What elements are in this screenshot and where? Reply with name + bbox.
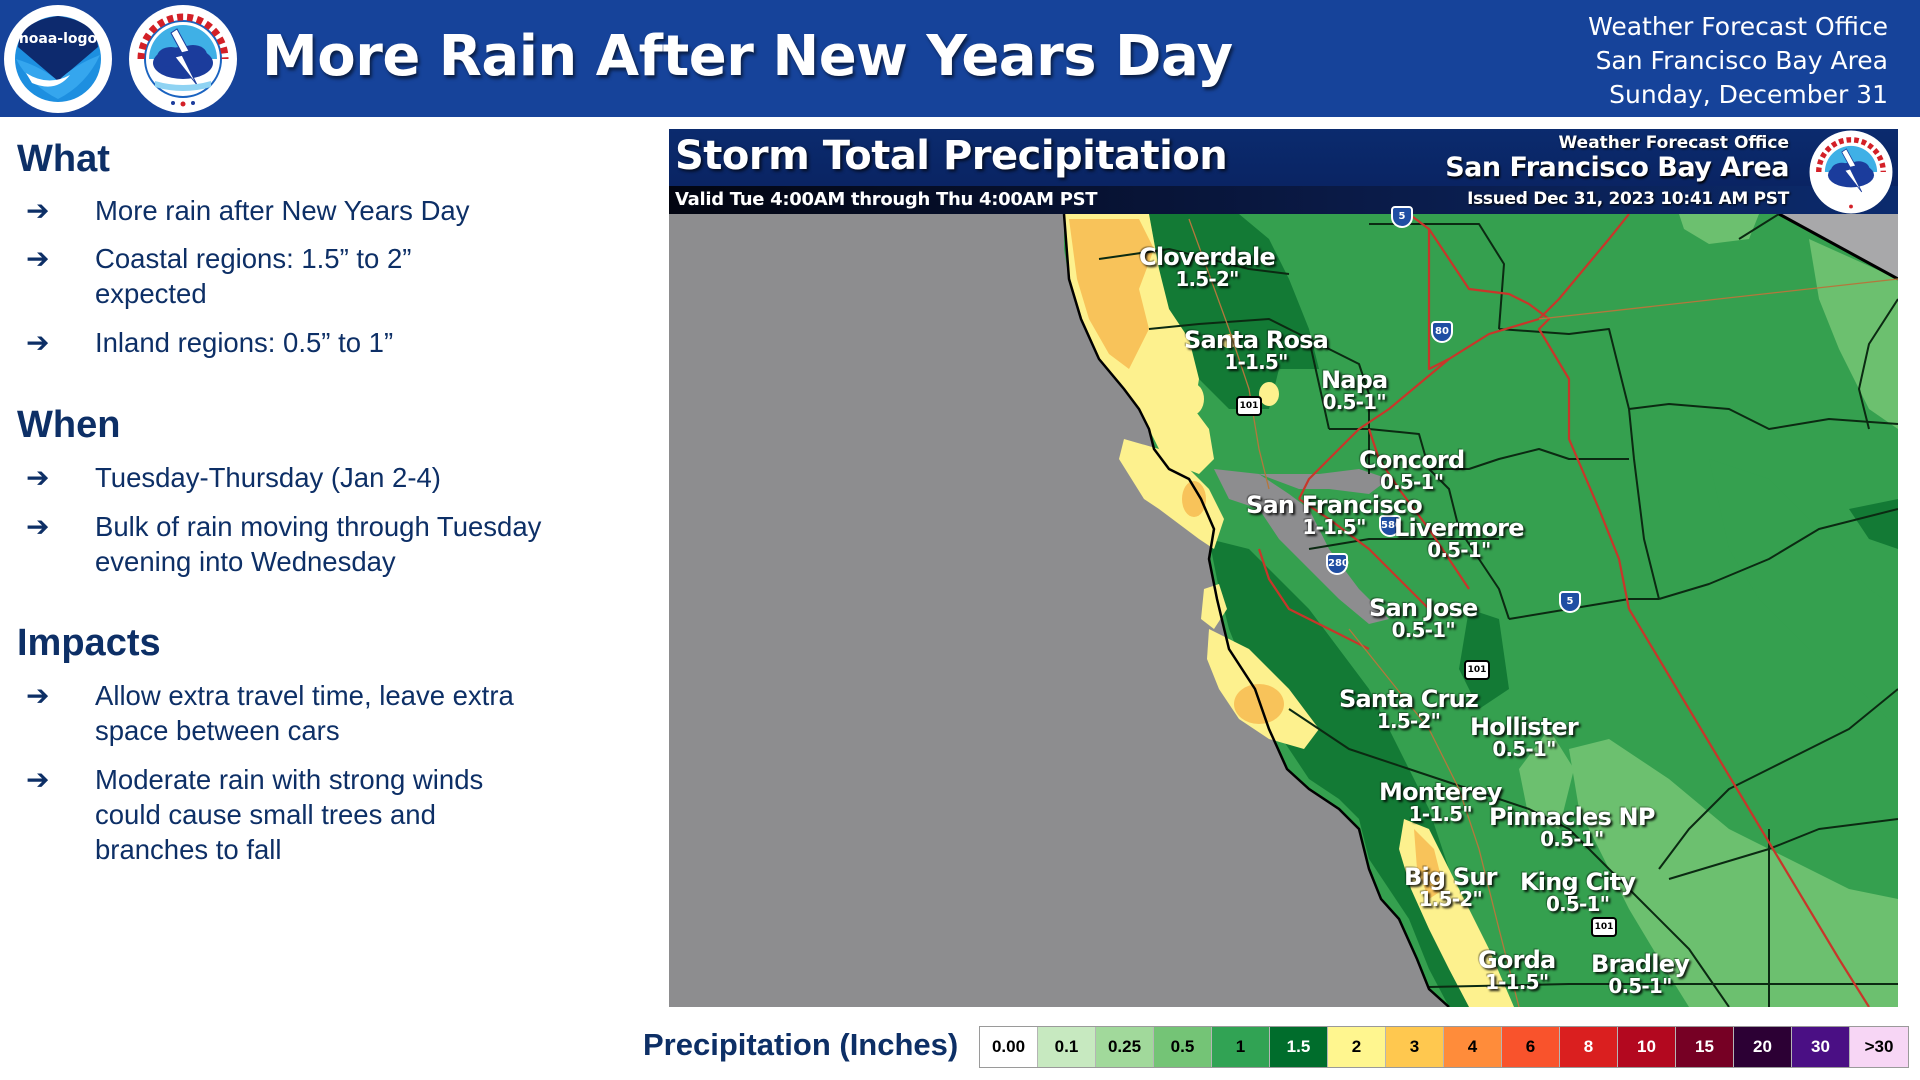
noaa-logo-icon: noaa-logo [4, 5, 112, 113]
interstate-280-shield-icon: 280 [1326, 553, 1349, 575]
us-101-shield-icon: 101 [1591, 917, 1617, 937]
legend-cell: 6 [1502, 1027, 1560, 1067]
city-label-concord: Concord 0.5-1" [1359, 446, 1465, 494]
section-heading-when: When [17, 404, 121, 446]
arrow-right-icon: ➔ [26, 326, 50, 359]
map-issued-time: Issued Dec 31, 2023 10:41 AM PST [1467, 189, 1789, 209]
legend-cell: 20 [1734, 1027, 1792, 1067]
city-label-big-sur: Big Sur 1.5-2" [1404, 863, 1497, 911]
city-label-santa-cruz: Santa Cruz 1.5-2" [1339, 685, 1479, 733]
header-bar: noaa-logo More Rain After New Years Day … [0, 0, 1920, 117]
svg-text:noaa-logo: noaa-logo [19, 31, 98, 47]
legend-title: Precipitation (Inches) [643, 1027, 959, 1062]
interstate-580-shield-icon: 580 [1379, 515, 1402, 537]
legend-cell: 1.5 [1270, 1027, 1328, 1067]
city-label-hollister: Hollister 0.5-1" [1470, 713, 1579, 761]
legend-cell: 0.25 [1096, 1027, 1154, 1067]
city-label-bradley: Bradley 0.5-1" [1591, 950, 1690, 998]
legend-cell: 30 [1792, 1027, 1850, 1067]
legend-cell: >30 [1850, 1027, 1908, 1067]
arrow-right-icon: ➔ [26, 510, 50, 543]
briefing-text-panel: What ➔ More rain after New Years Day ➔ C… [17, 138, 542, 865]
city-label-san-francisco: San Francisco 1-1.5" [1246, 491, 1423, 539]
city-label-pinnacles-np: Pinnacles NP 0.5-1" [1489, 803, 1655, 851]
city-label-gorda: Gorda 1-1.5" [1478, 946, 1556, 994]
city-label-monterey: Monterey 1-1.5" [1379, 778, 1502, 826]
interstate-80-shield-icon: 80 [1431, 321, 1453, 343]
office-name: Weather Forecast Office [1588, 12, 1888, 41]
legend-cell: 8 [1560, 1027, 1618, 1067]
legend-cell: 15 [1676, 1027, 1734, 1067]
legend-cell: 10 [1618, 1027, 1676, 1067]
arrow-right-icon: ➔ [26, 763, 50, 796]
office-date: Sunday, December 31 [1609, 80, 1888, 109]
precipitation-legend: Precipitation (Inches) 0.00 0.1 0.25 0.5… [0, 1010, 1920, 1080]
legend-color-scale: 0.00 0.1 0.25 0.5 1 1.5 2 3 4 6 8 10 15 … [979, 1026, 1909, 1068]
map-office-name: Weather Forecast Office [1558, 133, 1789, 153]
precipitation-map[interactable]: Storm Total Precipitation Valid Tue 4:00… [669, 129, 1898, 1007]
map-valid-period: Valid Tue 4:00AM through Thu 4:00AM PST [675, 189, 1098, 210]
precipitation-basemap [669, 129, 1898, 1007]
map-office-region: San Francisco Bay Area [1445, 152, 1789, 183]
city-label-king-city: King City 0.5-1" [1520, 868, 1636, 916]
legend-cell: 1 [1212, 1027, 1270, 1067]
office-info: Weather Forecast Office San Francisco Ba… [1588, 10, 1888, 112]
city-label-santa-rosa: Santa Rosa 1-1.5" [1184, 326, 1329, 374]
section-heading-impacts: Impacts [17, 622, 161, 664]
arrow-right-icon: ➔ [26, 679, 50, 712]
us-101-shield-icon: 101 [1236, 396, 1262, 416]
section-heading-what: What [17, 138, 110, 180]
legend-cell: 0.5 [1154, 1027, 1212, 1067]
legend-cell: 2 [1328, 1027, 1386, 1067]
legend-cell: 0.1 [1038, 1027, 1096, 1067]
map-header: Storm Total Precipitation Valid Tue 4:00… [669, 129, 1898, 214]
city-label-livermore: Livermore 0.5-1" [1394, 514, 1524, 562]
interstate-5-shield-icon: 5 [1391, 206, 1413, 228]
nws-logo-icon [1809, 130, 1893, 214]
page-title: More Rain After New Years Day [262, 24, 1233, 89]
interstate-5-shield-icon: 5 [1559, 591, 1581, 613]
us-101-shield-icon: 101 [1464, 660, 1490, 680]
map-title: Storm Total Precipitation [675, 133, 1228, 179]
nws-logo-icon [129, 5, 237, 113]
city-label-napa: Napa 0.5-1" [1321, 366, 1388, 414]
arrow-right-icon: ➔ [26, 194, 50, 227]
arrow-right-icon: ➔ [26, 242, 50, 275]
legend-cell: 0.00 [980, 1027, 1038, 1067]
city-label-san-jose: San Jose 0.5-1" [1369, 594, 1478, 642]
city-label-cloverdale: Cloverdale 1.5-2" [1139, 243, 1276, 291]
legend-cell: 4 [1444, 1027, 1502, 1067]
legend-cell: 3 [1386, 1027, 1444, 1067]
office-region: San Francisco Bay Area [1595, 46, 1888, 75]
arrow-right-icon: ➔ [26, 461, 50, 494]
